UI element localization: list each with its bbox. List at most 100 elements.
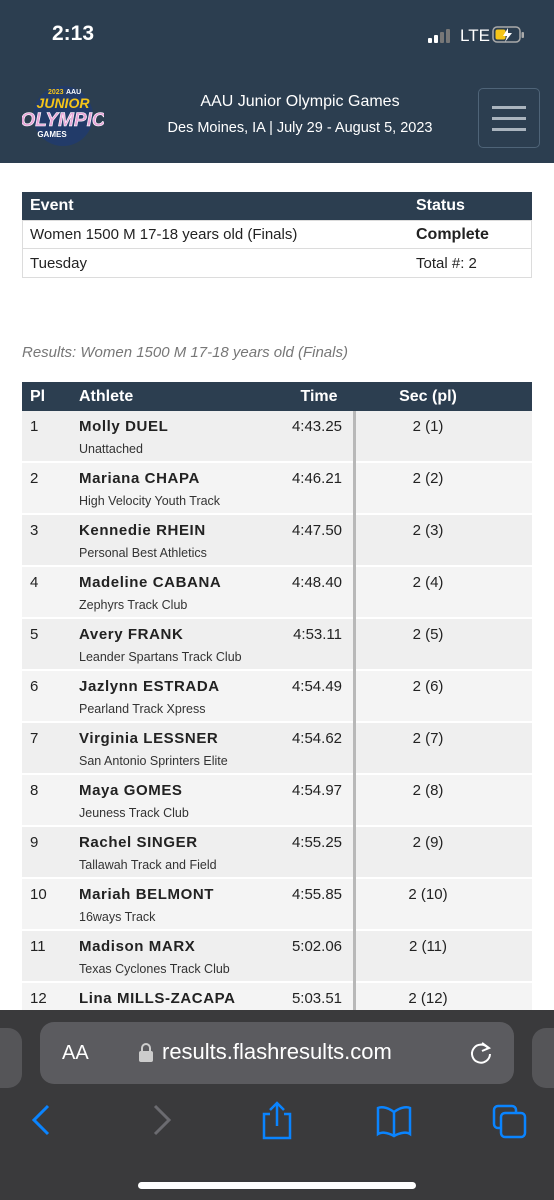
section-place: 2 (7) bbox=[412, 730, 444, 747]
logo: 2023 AAU JUNIOR OLYMPIC GAMES bbox=[22, 86, 104, 146]
section-place: 2 (5) bbox=[412, 626, 444, 643]
time: 4:48.40 bbox=[291, 574, 342, 591]
time: 4:43.25 bbox=[291, 418, 342, 435]
team-name: Jeuness Track Club bbox=[79, 806, 189, 820]
logo-line: JUNIOR bbox=[37, 95, 91, 111]
team-name: Personal Best Athletics bbox=[79, 546, 207, 560]
place: 5 bbox=[30, 626, 39, 643]
section-place: 2 (12) bbox=[408, 990, 448, 1007]
team-name: Zephyrs Track Club bbox=[79, 598, 188, 612]
section-place: 2 (2) bbox=[412, 470, 444, 487]
column-header: Time bbox=[300, 388, 338, 405]
time: 4:54.49 bbox=[291, 678, 342, 695]
logo-org: AAU bbox=[66, 89, 81, 96]
section-place: 2 (4) bbox=[412, 574, 444, 591]
tabs-button[interactable] bbox=[492, 1104, 527, 1139]
time: 4:47.50 bbox=[291, 522, 342, 539]
team-name: High Velocity Youth Track bbox=[79, 494, 221, 508]
forward-button[interactable] bbox=[153, 1104, 172, 1136]
team-name: Pearland Track Xpress bbox=[79, 702, 206, 716]
time: 4:46.21 bbox=[291, 470, 342, 487]
section-place: 2 (9) bbox=[412, 834, 444, 851]
event-table-header bbox=[22, 192, 532, 220]
share-button[interactable] bbox=[262, 1101, 292, 1140]
place: 9 bbox=[30, 834, 39, 851]
place: 11 bbox=[30, 938, 46, 955]
nav-icons bbox=[31, 1101, 527, 1140]
athlete-name: Molly DUEL bbox=[79, 418, 169, 435]
time: 4:54.97 bbox=[291, 782, 342, 799]
athlete-name: Mariah BELMONT bbox=[79, 886, 215, 903]
athlete-name: Virginia LESSNER bbox=[79, 730, 219, 747]
result-row bbox=[22, 879, 532, 931]
team-name: Leander Spartans Track Club bbox=[79, 650, 242, 664]
event-cell: Tuesday bbox=[30, 255, 87, 272]
section-place: 2 (3) bbox=[412, 522, 444, 539]
back-button[interactable] bbox=[31, 1104, 50, 1136]
athlete-name: Avery FRANK bbox=[79, 626, 184, 643]
result-row bbox=[22, 931, 532, 983]
place: 4 bbox=[30, 574, 39, 591]
time: 5:02.06 bbox=[291, 938, 342, 955]
team-name: Tallawah Track and Field bbox=[79, 858, 217, 872]
time: 5:03.51 bbox=[291, 990, 342, 1007]
section-place: 2 (1) bbox=[412, 418, 444, 435]
reload-icon[interactable] bbox=[468, 1040, 494, 1066]
section-place: 2 (11) bbox=[408, 938, 448, 955]
athlete-name: Madeline CABANA bbox=[79, 574, 222, 591]
column-header: Status bbox=[416, 197, 465, 214]
time: 4:53.11 bbox=[293, 626, 342, 643]
team-name: San Antonio Sprinters Elite bbox=[79, 754, 228, 768]
logo-year: 2023 bbox=[48, 89, 64, 96]
athlete-name: Mariana CHAPA bbox=[79, 470, 200, 487]
logo-line: OLYMPIC bbox=[22, 110, 104, 131]
result-row bbox=[22, 463, 532, 515]
section-place: 2 (6) bbox=[412, 678, 444, 695]
site-title: AAU Junior Olympic Games bbox=[200, 93, 400, 110]
column-header: Pl bbox=[30, 388, 46, 405]
section-place: 2 (8) bbox=[412, 782, 444, 799]
column-divider bbox=[353, 411, 356, 1035]
athlete-name: Kennedie RHEIN bbox=[79, 522, 206, 539]
athlete-name: Maya GOMES bbox=[79, 782, 183, 799]
column-header: Sec (pl) bbox=[399, 388, 457, 405]
logo-line: GAMES bbox=[37, 130, 67, 139]
home-indicator bbox=[138, 1182, 416, 1189]
address-bar[interactable]: AA results.flashresults.com bbox=[40, 1022, 514, 1084]
place: 2 bbox=[30, 470, 39, 487]
place: 7 bbox=[30, 730, 39, 747]
network-type: LTE bbox=[460, 26, 490, 45]
result-row bbox=[22, 619, 532, 671]
clock: 2:13 bbox=[52, 22, 95, 45]
athlete-name: Jazlynn ESTRADA bbox=[79, 678, 220, 695]
time: 4:55.25 bbox=[291, 834, 342, 851]
event-cell: Total #: 2 bbox=[416, 255, 477, 272]
place: 12 bbox=[30, 990, 47, 1007]
bookmarks-button[interactable] bbox=[376, 1105, 412, 1138]
place: 10 bbox=[30, 886, 47, 903]
result-row bbox=[22, 671, 532, 723]
signal-icon bbox=[428, 29, 450, 43]
menu-button[interactable] bbox=[478, 88, 540, 148]
site-header bbox=[0, 0, 554, 163]
event-row bbox=[22, 220, 532, 249]
url[interactable]: results.flashresults.com bbox=[162, 1039, 392, 1064]
text-size-button[interactable]: AA bbox=[62, 1042, 89, 1064]
event-row bbox=[22, 249, 532, 278]
lock-icon bbox=[139, 1043, 153, 1062]
time: 4:54.62 bbox=[291, 730, 342, 747]
team-name: Unattached bbox=[79, 442, 143, 456]
place: 3 bbox=[30, 522, 39, 539]
event-cell: Women 1500 M 17-18 years old (Finals) bbox=[30, 226, 298, 243]
place: 1 bbox=[30, 418, 39, 435]
place: 6 bbox=[30, 678, 39, 695]
site-subtitle: Des Moines, IA | July 29 - August 5, 202… bbox=[167, 120, 433, 136]
team-name: 16ways Track bbox=[79, 910, 156, 924]
athlete-name: Madison MARX bbox=[79, 938, 196, 955]
section-place: 2 (10) bbox=[408, 886, 448, 903]
column-header: Athlete bbox=[79, 388, 134, 405]
place: 8 bbox=[30, 782, 39, 799]
result-row bbox=[22, 411, 532, 463]
battery-icon bbox=[492, 26, 524, 43]
